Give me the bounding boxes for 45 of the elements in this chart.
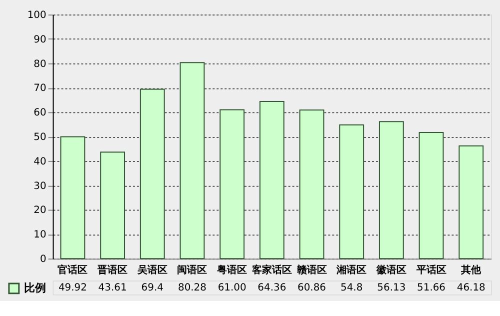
x-tick-label: 客家话区 [250, 264, 292, 276]
bar [140, 88, 165, 260]
data-label: 51.66 [417, 282, 446, 294]
data-label: 60.86 [298, 282, 326, 294]
data-label: 49.92 [58, 282, 87, 294]
x-tick-label: 官话区 [58, 264, 88, 276]
bar [458, 145, 484, 260]
x-tick-label: 赣语区 [296, 264, 327, 276]
data-label: 80.28 [178, 282, 206, 294]
x-tick-label: 闽语区 [177, 264, 208, 276]
legend-label: 比例 [24, 281, 46, 294]
y-tick-label: 10 [34, 230, 46, 241]
data-label: 43.61 [98, 282, 127, 294]
y-tick-label: 100 [27, 10, 46, 22]
data-label: 56.13 [377, 282, 406, 294]
y-tick-label: 40 [34, 156, 46, 168]
x-tick-label: 湘语区 [336, 264, 367, 276]
bar [60, 136, 86, 260]
x-tick-label: 粤语区 [216, 264, 248, 276]
y-tick-label: 30 [34, 180, 46, 192]
data-label: 61.00 [218, 282, 246, 294]
y-tick-label: 50 [34, 132, 46, 144]
y-tick-label: 60 [34, 108, 46, 119]
data-label: 46.18 [456, 282, 486, 294]
bar [220, 109, 245, 260]
bar [418, 132, 444, 260]
bar [299, 110, 324, 260]
data-label: 64.36 [258, 282, 286, 294]
bar [180, 62, 205, 260]
x-tick-label: 徽语区 [375, 264, 406, 276]
x-tick-label: 平话区 [415, 264, 446, 276]
x-tick-label: 晋语区 [96, 264, 128, 276]
y-tick-label: 80 [34, 58, 46, 70]
y-tick-label: 90 [34, 34, 46, 46]
x-tick-label: 其他 [460, 264, 482, 276]
data-label: 69.4 [141, 282, 164, 294]
bar [339, 124, 364, 260]
y-tick-label: 20 [34, 205, 46, 216]
x-tick-label: 吴语区 [136, 264, 168, 276]
bar [259, 101, 284, 260]
bar [100, 152, 125, 260]
y-tick-label: 70 [34, 83, 46, 94]
y-tick-label: 0 [40, 254, 46, 266]
data-label: 54.8 [340, 282, 363, 294]
bar [378, 121, 404, 260]
